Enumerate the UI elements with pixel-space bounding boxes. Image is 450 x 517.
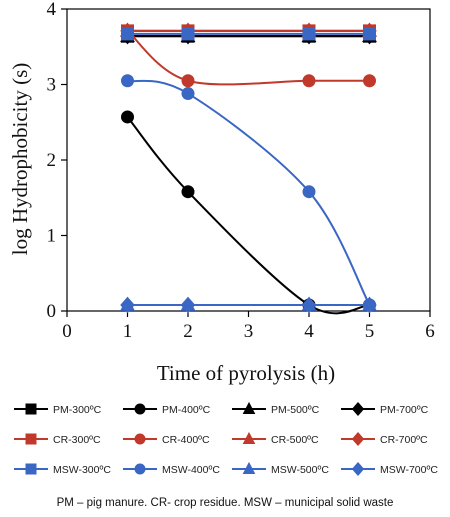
y-tick-label: 0	[47, 301, 57, 322]
plot-area-border	[66, 8, 431, 312]
data-point	[362, 296, 377, 314]
legend-label: CR-400ºC	[162, 434, 210, 446]
legend-item: PM-500ºC	[232, 401, 320, 416]
y-axis-title: log Hydrophobicity (s)	[8, 63, 32, 255]
y-tick-label: 3	[47, 75, 57, 96]
footnote: PM – pig manure. CR- crop residue. MSW –…	[57, 497, 394, 509]
legend-item: PM-700ºC	[341, 401, 429, 417]
legend-swatch-marker	[134, 463, 146, 475]
legend-label: CR-700ºC	[380, 434, 428, 446]
legend-label: PM-300ºC	[53, 404, 102, 416]
legend-swatch-marker	[242, 431, 256, 444]
data-point	[302, 185, 316, 199]
legend-swatch-marker	[242, 401, 256, 414]
x-axis-title: Time of pyrolysis (h)	[157, 361, 335, 385]
legend-item: MSW-400ºC	[123, 463, 220, 476]
series-line	[127, 79, 371, 306]
x-tick-label: 4	[304, 321, 314, 342]
data-point	[301, 296, 317, 314]
legend-swatch-marker	[351, 401, 365, 417]
data-point	[121, 110, 134, 124]
legend-item: MSW-700ºC	[341, 461, 438, 477]
legend-item: PM-300ºC	[14, 403, 102, 416]
legend-label: CR-500ºC	[271, 434, 319, 446]
series-msw-300-c	[121, 27, 376, 41]
data-point	[121, 27, 134, 41]
data-point	[302, 27, 316, 41]
legend-label: MSW-500ºC	[271, 464, 329, 476]
data-point	[181, 185, 195, 199]
data-point	[181, 27, 195, 41]
legend-swatch-marker	[134, 433, 146, 445]
legend-label: PM-700ºC	[380, 404, 429, 416]
data-point	[181, 74, 195, 88]
data-point	[302, 74, 316, 88]
legend-item: CR-700ºC	[341, 431, 428, 447]
legend-label: PM-400ºC	[162, 404, 211, 416]
legend-item: CR-400ºC	[123, 433, 210, 446]
legend-label: MSW-300ºC	[53, 464, 111, 476]
legend-item: PM-400ºC	[123, 403, 211, 416]
y-tick-label: 2	[47, 150, 57, 171]
y-tick-label: 4	[47, 0, 57, 20]
legend-swatch-marker	[25, 433, 37, 445]
legend-label: CR-300ºC	[53, 434, 101, 446]
data-point	[120, 296, 135, 314]
x-tick-label: 3	[244, 321, 254, 342]
x-tick-label: 5	[365, 321, 375, 342]
data-point	[181, 87, 195, 101]
legend-swatch-marker	[25, 403, 37, 415]
data-point	[363, 74, 376, 88]
data-point	[121, 74, 134, 88]
x-tick-label: 1	[123, 321, 133, 342]
y-tick-label: 1	[47, 226, 57, 247]
axis-ticks: 0 1 2 3 4 5 6 0 1 2 3 4	[47, 0, 435, 342]
x-tick-label: 0	[62, 321, 72, 342]
legend-swatch-marker	[242, 461, 256, 474]
legend-item: MSW-300ºC	[14, 463, 111, 476]
series-msw-400-c	[121, 74, 376, 312]
legend-item: MSW-500ºC	[232, 461, 329, 476]
legend-label: PM-500ºC	[271, 404, 320, 416]
x-tick-label: 2	[183, 321, 193, 342]
series-msw-700-c	[120, 296, 377, 314]
x-tick-label: 6	[425, 321, 435, 342]
legend-swatch-marker	[25, 463, 37, 475]
series-line	[126, 116, 370, 315]
series-line	[126, 30, 370, 86]
data-point	[363, 27, 376, 41]
legend-swatch-marker	[351, 461, 365, 477]
series-layer	[120, 22, 377, 315]
legend-item: CR-300ºC	[14, 433, 101, 446]
legend-label: MSW-700ºC	[380, 464, 438, 476]
series-pm-400-c	[121, 110, 376, 315]
plot-frame	[66, 8, 431, 312]
legend-swatch-marker	[134, 403, 146, 415]
legend-swatch-marker	[351, 431, 365, 447]
series-cr-400-c	[121, 24, 376, 88]
data-point	[180, 296, 196, 314]
legend-label: MSW-400ºC	[162, 464, 220, 476]
legend-item: CR-500ºC	[232, 431, 319, 446]
legend: PM-300ºC PM-400ºC PM-500ºC PM-700ºC CR-300ºC…	[14, 401, 438, 477]
